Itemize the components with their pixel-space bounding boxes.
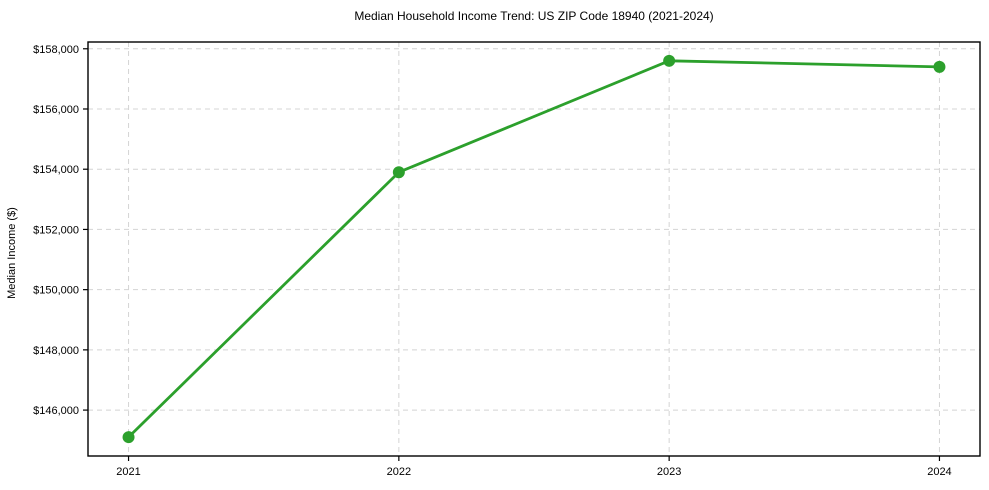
y-tick-label: $150,000 [33, 285, 79, 297]
y-tick-label: $152,000 [33, 224, 79, 236]
data-point-2022 [392, 166, 405, 179]
y-tick-label: $148,000 [33, 345, 79, 357]
data-point-2021 [122, 431, 135, 444]
x-tick-label: 2022 [387, 466, 411, 478]
y-tick-label: $156,000 [33, 104, 79, 116]
data-point-2023 [663, 54, 676, 67]
plot-border [87, 41, 981, 457]
chart-title: Median Household Income Trend: US ZIP Co… [354, 9, 714, 23]
income-trend-line [127, 59, 941, 439]
y-tick-label: $158,000 [33, 44, 79, 56]
y-tick-label: $154,000 [33, 164, 79, 176]
x-tick-label: 2021 [116, 466, 140, 478]
y-tick-label: $146,000 [33, 405, 79, 417]
x-tick-label: 2024 [927, 466, 951, 478]
data-point-2024 [933, 60, 946, 73]
x-tick-label: 2023 [657, 466, 681, 478]
